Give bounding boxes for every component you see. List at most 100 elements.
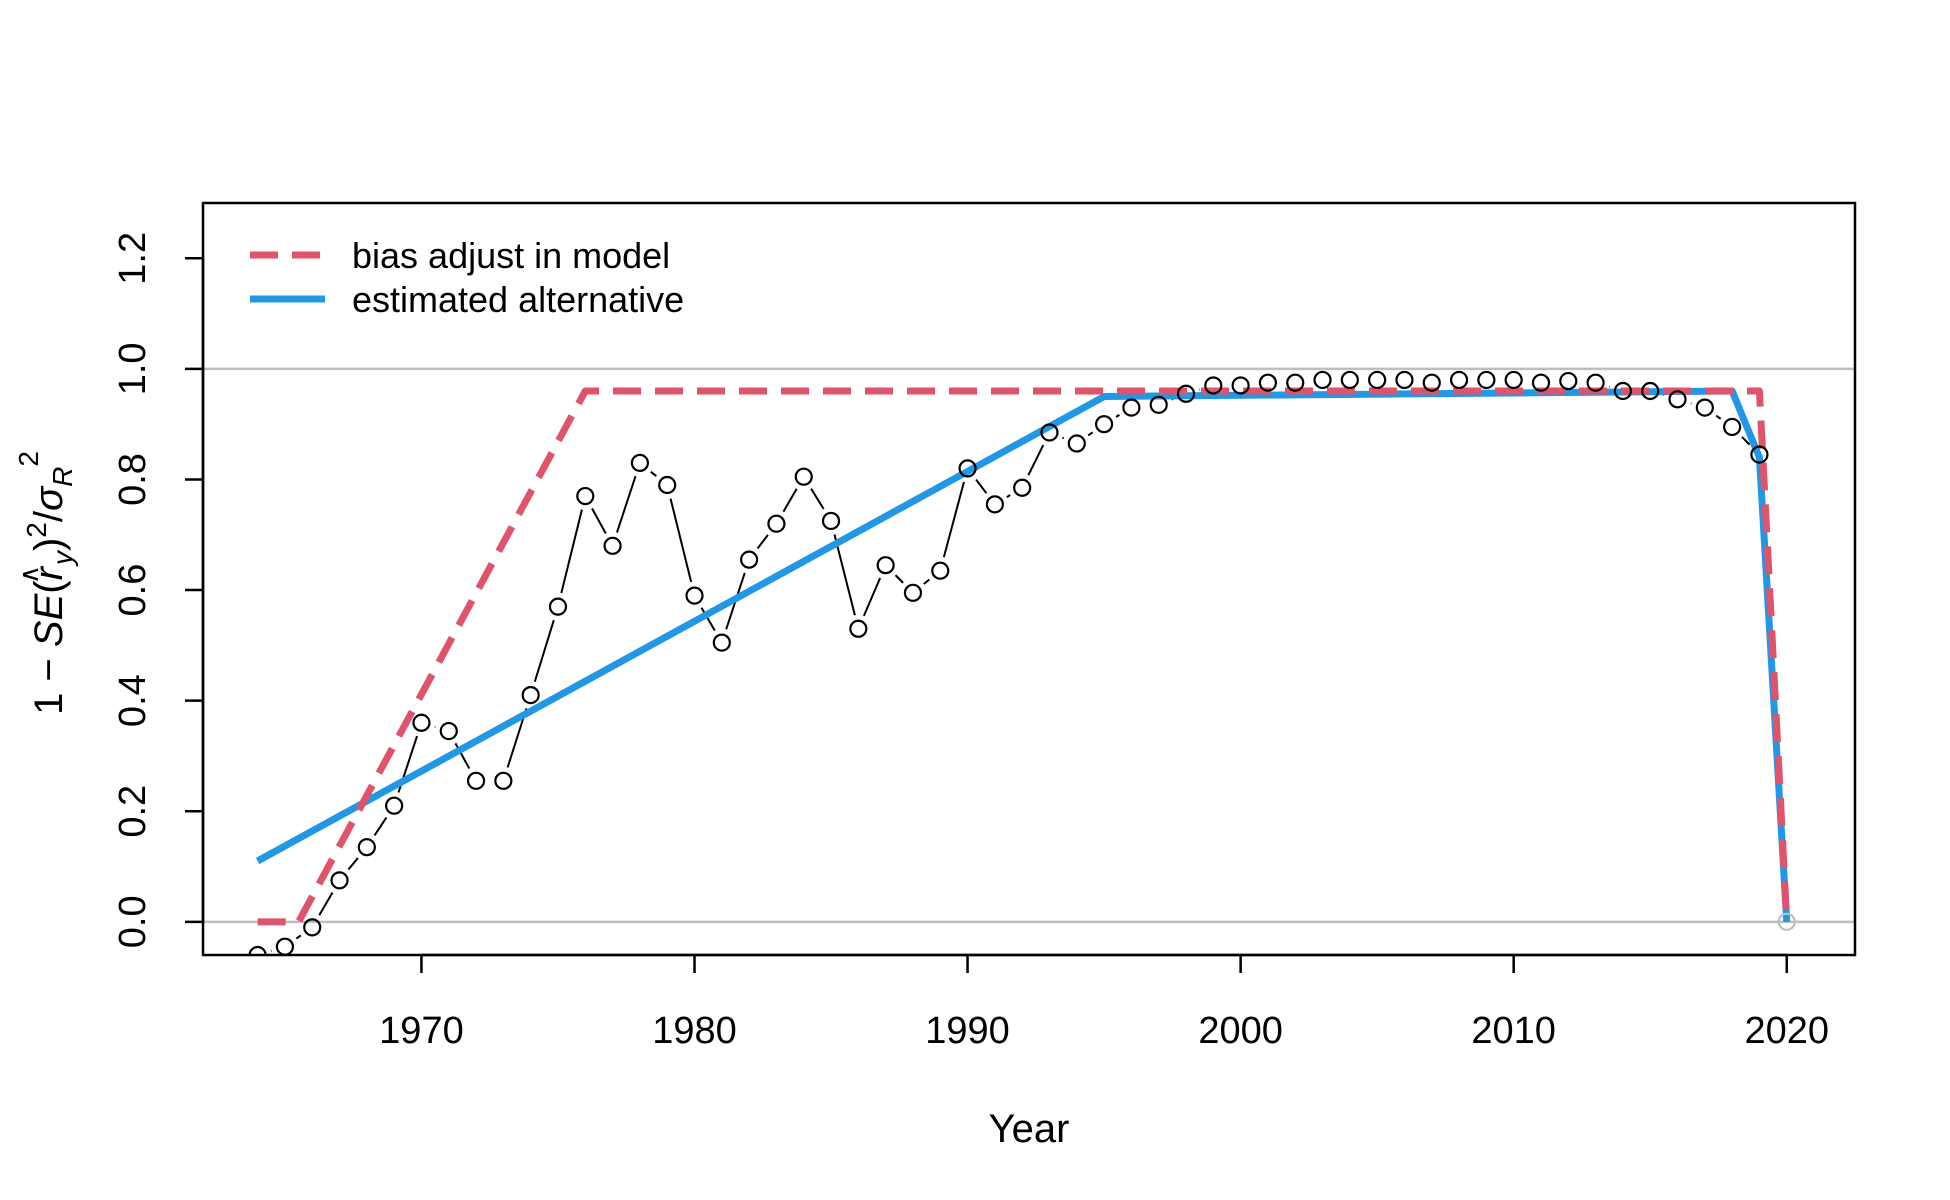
point-connector	[942, 481, 965, 558]
point-connector	[1062, 436, 1065, 440]
data-point	[1176, 384, 1196, 403]
data-point	[1013, 478, 1032, 497]
x-axis-title: Year	[989, 1107, 1070, 1151]
point-connector	[318, 891, 334, 916]
data-point	[303, 918, 322, 937]
data-point	[903, 583, 923, 602]
point-connector	[650, 470, 657, 477]
data-point	[1586, 373, 1605, 392]
data-point	[712, 633, 731, 652]
data-point	[330, 871, 349, 890]
series-lines	[255, 387, 1791, 926]
point-connector	[295, 934, 302, 940]
data-point	[275, 937, 295, 955]
data-point	[1094, 415, 1114, 434]
y-tick-label: 0.4	[112, 674, 154, 727]
y-axis-title: 1 − SE(r∧y)2/σR2	[13, 451, 78, 715]
data-point	[931, 561, 950, 580]
data-point	[1340, 370, 1359, 390]
data-point	[1641, 381, 1660, 401]
point-connector	[1741, 436, 1751, 446]
point-connector	[782, 488, 798, 513]
data-point	[767, 514, 786, 533]
y-tick-label: 0.2	[112, 785, 154, 838]
data-point	[849, 619, 868, 638]
data-point	[1750, 445, 1769, 464]
svg-text:1 − SE(r∧y)2/σR2: 1 − SE(r∧y)2/σR2	[13, 451, 78, 715]
data-point	[876, 556, 895, 575]
data-point	[958, 459, 977, 478]
data-point	[1368, 370, 1387, 390]
data-point	[1531, 373, 1551, 392]
data-point	[576, 486, 595, 506]
x-tick-label: 2020	[1744, 1010, 1829, 1052]
data-point	[248, 945, 267, 955]
point-connector	[616, 475, 637, 533]
data-point	[357, 838, 376, 857]
data-point	[1258, 373, 1278, 392]
y-tick-label: 0.6	[112, 564, 154, 617]
data-point	[821, 511, 841, 531]
x-tick-label: 1990	[925, 1010, 1010, 1052]
data-point	[1122, 398, 1141, 417]
data-point	[1395, 370, 1414, 390]
point-connector	[756, 534, 769, 550]
x-tick-label: 2000	[1198, 1010, 1283, 1052]
data-point	[494, 771, 513, 790]
point-connector	[975, 478, 988, 494]
y-tick-label: 0.8	[112, 453, 154, 506]
data-point	[685, 586, 704, 605]
series-estimated-alternative	[255, 387, 1791, 923]
point-connector	[923, 578, 931, 585]
data-point	[1422, 373, 1441, 392]
data-point	[1723, 417, 1742, 437]
point-connector	[347, 857, 359, 871]
x-axis: 1970 1980 1990 2000 2010 2020	[379, 953, 1829, 1052]
legend: bias adjust in model estimated alternati…	[250, 235, 684, 320]
legend-label-estimated-alternative: estimated alternative	[352, 279, 684, 320]
data-point	[794, 467, 813, 486]
point-connector	[700, 607, 716, 631]
legend-label-bias-adjust: bias adjust in model	[352, 235, 670, 276]
point-connector	[833, 534, 856, 616]
y-axis: 0.0 0.2 0.4 0.6 0.8 1.0 1.2	[112, 232, 205, 948]
data-point	[1149, 395, 1168, 414]
data-point	[1231, 376, 1250, 395]
data-point	[548, 597, 568, 616]
data-point	[1286, 373, 1305, 392]
data-point	[1777, 912, 1796, 931]
y-tick-label: 1.0	[112, 342, 154, 395]
point-connector	[1006, 494, 1011, 498]
y-tick-label: 0.0	[112, 895, 154, 948]
point-connector	[1027, 444, 1045, 476]
point-connectors	[270, 385, 1787, 952]
data-point	[1449, 370, 1469, 390]
point-connector	[373, 816, 388, 837]
point-connector	[894, 574, 904, 584]
point-connector	[810, 488, 825, 510]
data-point	[1067, 434, 1086, 453]
data-point	[385, 796, 404, 815]
data-point	[1204, 376, 1223, 395]
data-point	[1695, 398, 1714, 417]
data-point	[658, 475, 677, 495]
data-point	[1313, 370, 1332, 390]
data-point	[603, 536, 622, 555]
data-point	[1477, 370, 1496, 390]
data-point	[1613, 381, 1633, 401]
point-connector	[1115, 414, 1120, 418]
series-bias-adjust-in-model	[257, 387, 1791, 926]
data-point	[630, 453, 649, 472]
x-tick-label: 2010	[1471, 1010, 1556, 1052]
point-connector	[1087, 431, 1094, 437]
data-point	[985, 495, 1004, 514]
y-tick-label: 1.2	[112, 232, 154, 285]
point-connector	[1715, 414, 1722, 420]
point-connector	[862, 577, 882, 617]
data-point	[1559, 371, 1578, 391]
reference-lines	[203, 367, 1855, 924]
data-point	[439, 721, 458, 741]
data-point	[412, 713, 431, 732]
data-point	[1504, 370, 1523, 390]
